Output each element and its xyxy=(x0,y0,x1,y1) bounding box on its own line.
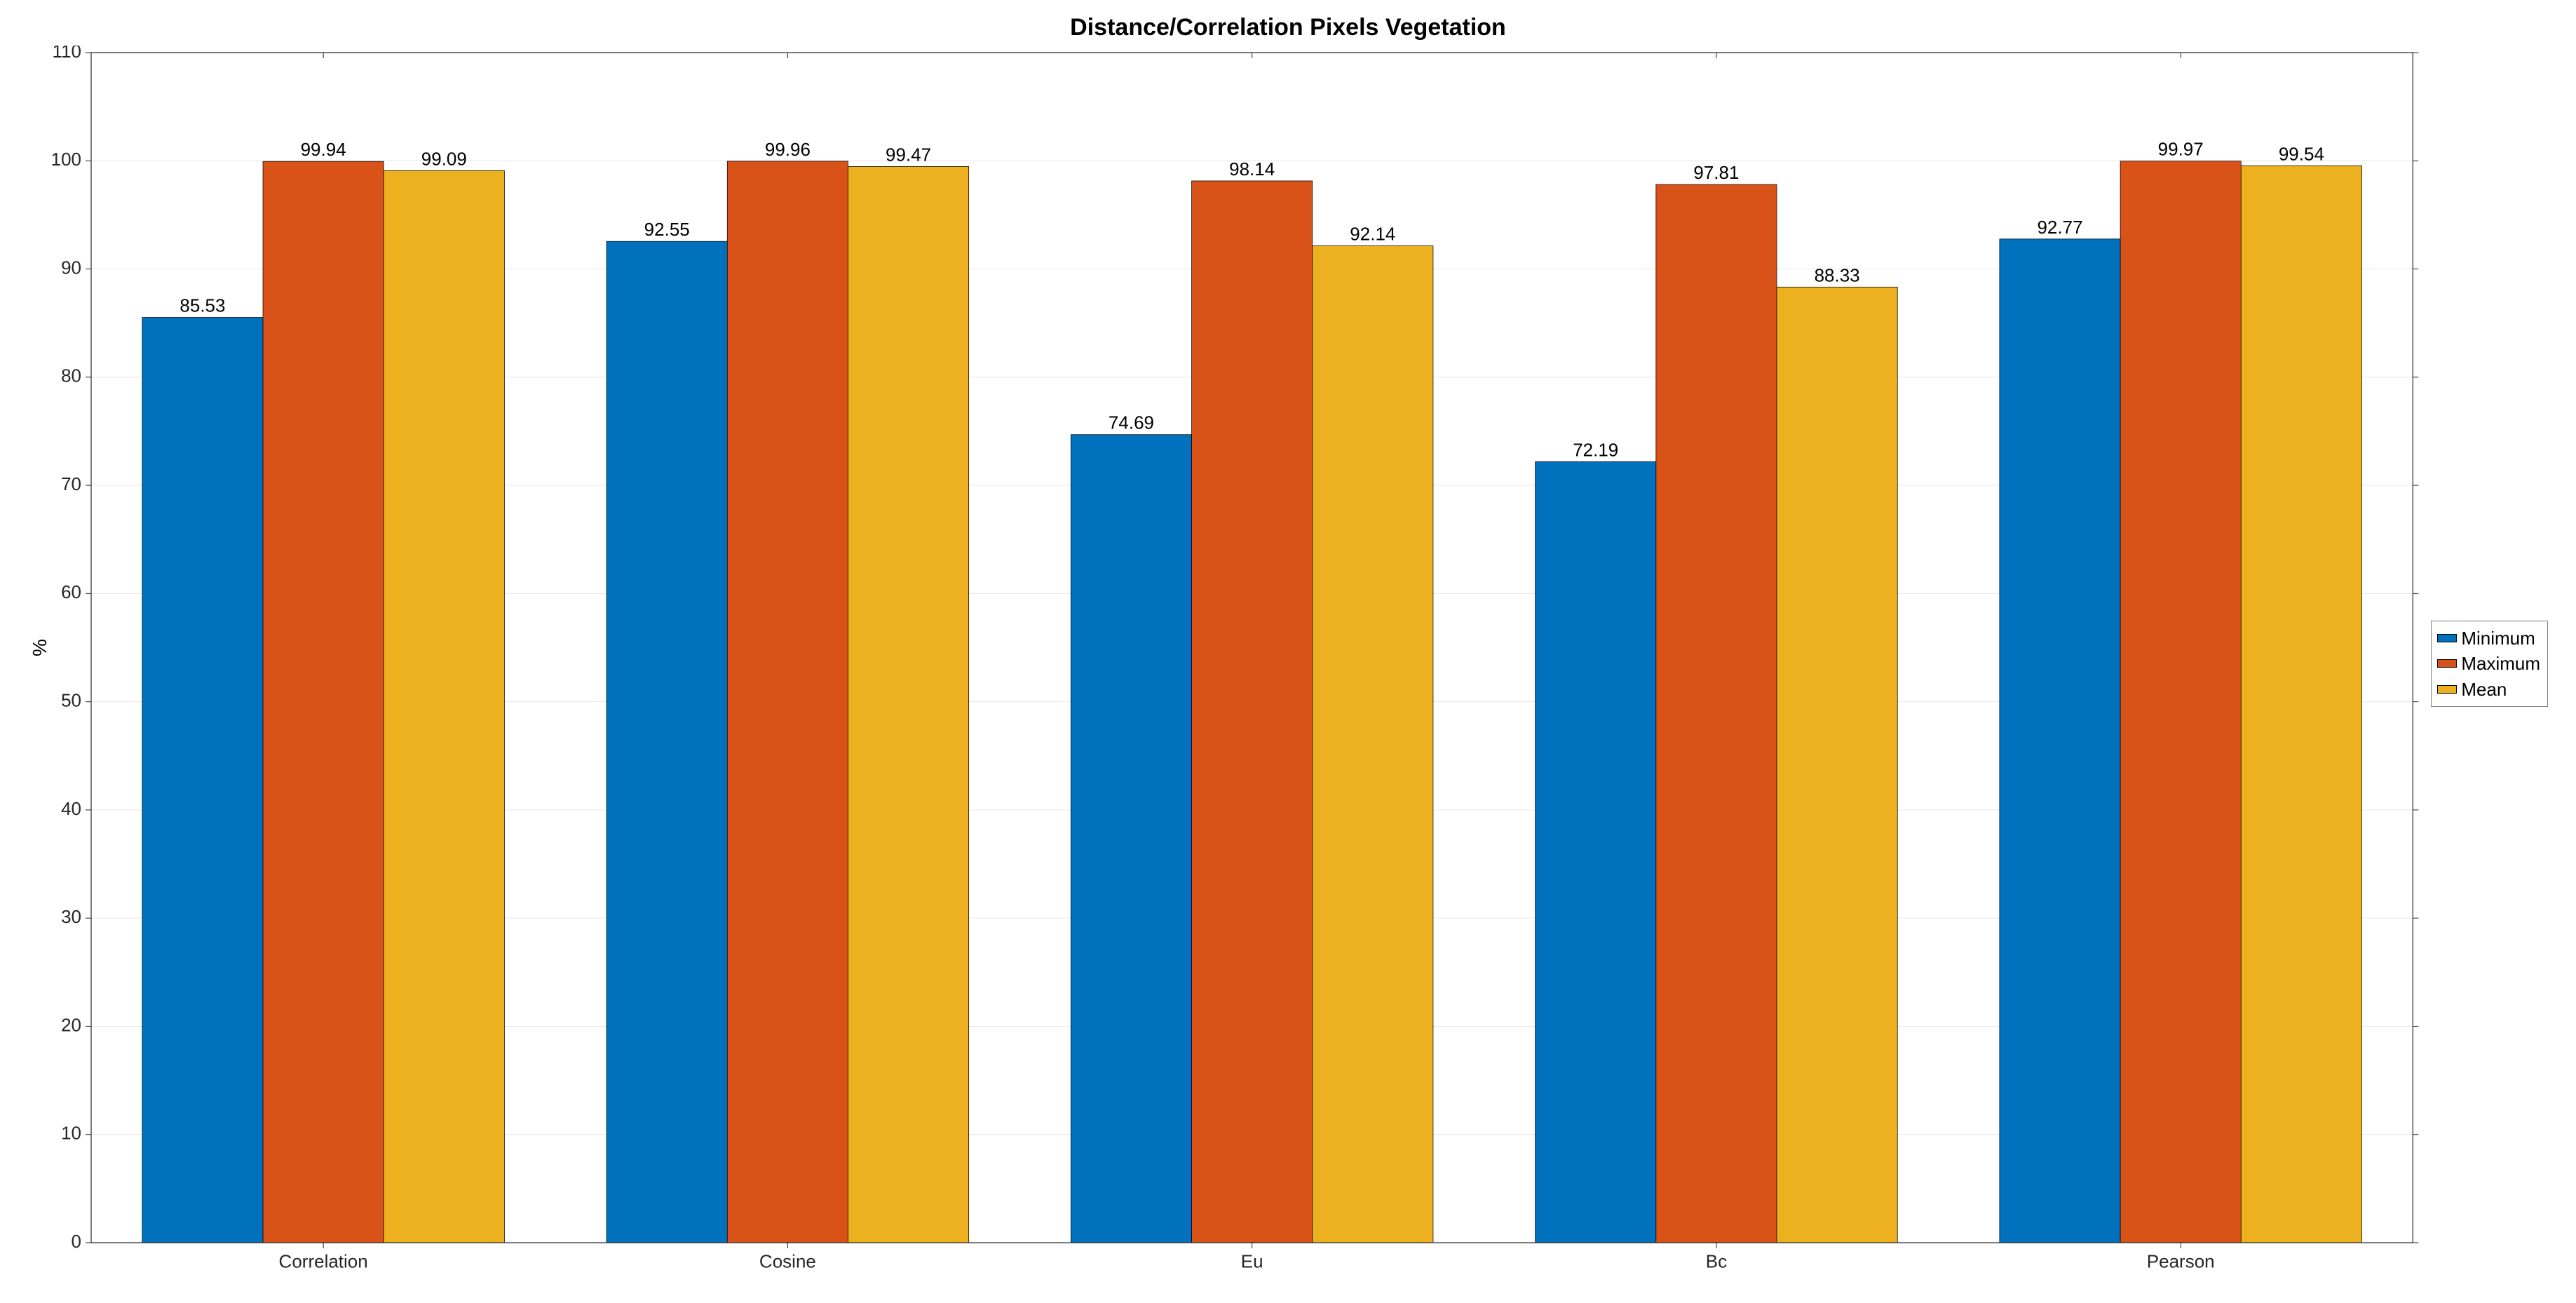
legend-item-maximum: Maximum xyxy=(2437,651,2540,676)
svg-text:50: 50 xyxy=(61,690,81,711)
bar-value-label: 92.14 xyxy=(1350,224,1395,245)
bar xyxy=(1192,181,1313,1243)
bar xyxy=(384,170,504,1243)
svg-text:80: 80 xyxy=(61,365,81,386)
legend-swatch-maximum xyxy=(2437,659,2457,668)
chart-container: Distance/Correlation Pixels Vegetation 0… xyxy=(0,0,2576,1303)
bar xyxy=(727,161,848,1243)
chart-svg: 0 10 20 30 40 50 60 70 80 90 100 110% 85.53 99.94 99.0… xyxy=(28,46,2422,1282)
legend-swatch-mean xyxy=(2437,685,2457,694)
bar xyxy=(606,241,727,1243)
bar-value-label: 97.81 xyxy=(1693,162,1739,183)
x-tick-label: Eu xyxy=(1241,1250,1263,1271)
svg-text:100: 100 xyxy=(51,149,81,170)
bar-value-label: 85.53 xyxy=(179,295,225,316)
legend-item-minimum: Minimum xyxy=(2437,626,2540,651)
bar-value-label: 99.47 xyxy=(886,144,931,165)
svg-text:0: 0 xyxy=(72,1231,81,1252)
chart-title: Distance/Correlation Pixels Vegetation xyxy=(28,14,2548,41)
bar-value-label: 72.19 xyxy=(1573,439,1618,460)
bar-value-label: 99.09 xyxy=(421,148,467,169)
legend-cell: MinimumMaximumMean xyxy=(2422,46,2548,1282)
bar xyxy=(2120,161,2241,1243)
x-tick-label: Pearson xyxy=(2147,1250,2215,1271)
bar xyxy=(1777,287,1897,1243)
bar xyxy=(848,166,968,1243)
bar-value-label: 92.55 xyxy=(644,219,690,240)
x-tick-label: Correlation xyxy=(279,1250,368,1271)
legend-label: Mean xyxy=(2461,677,2507,702)
x-tick-label: Cosine xyxy=(759,1250,816,1271)
svg-text:30: 30 xyxy=(61,906,81,927)
bar-value-label: 99.97 xyxy=(2158,139,2204,160)
bar xyxy=(142,318,263,1243)
bar-value-label: 88.33 xyxy=(1815,264,1860,285)
svg-text:90: 90 xyxy=(61,257,81,278)
bar-value-label: 74.69 xyxy=(1109,412,1154,433)
chart-plot-cell: 0 10 20 30 40 50 60 70 80 90 100 110% 85.53 99.94 99.0… xyxy=(28,46,2422,1282)
bar-value-label: 99.54 xyxy=(2279,143,2324,164)
bar xyxy=(2000,239,2120,1243)
bar xyxy=(2241,166,2361,1243)
legend-item-mean: Mean xyxy=(2437,677,2540,702)
bar-value-label: 99.96 xyxy=(765,139,811,160)
bar xyxy=(1656,184,1777,1243)
bar xyxy=(1313,246,1433,1243)
legend-swatch-minimum xyxy=(2437,634,2457,642)
x-tick-label: Bc xyxy=(1706,1250,1727,1271)
svg-text:40: 40 xyxy=(61,798,81,819)
legend-label: Minimum xyxy=(2461,626,2535,651)
bar-value-label: 92.77 xyxy=(2037,217,2082,238)
bar-value-label: 98.14 xyxy=(1229,158,1275,180)
legend-label: Maximum xyxy=(2461,651,2540,676)
legend-box: MinimumMaximumMean xyxy=(2431,621,2548,707)
y-axis-label: % xyxy=(29,639,50,656)
bar-value-label: 99.94 xyxy=(301,139,346,160)
chart-main-row: 0 10 20 30 40 50 60 70 80 90 100 110% 85.53 99.94 99.0… xyxy=(28,46,2548,1282)
svg-text:110: 110 xyxy=(53,46,81,62)
bar xyxy=(1071,435,1191,1243)
bar xyxy=(1536,461,1656,1243)
svg-text:10: 10 xyxy=(61,1123,81,1144)
svg-text:20: 20 xyxy=(61,1014,81,1035)
bar xyxy=(263,161,384,1243)
svg-text:60: 60 xyxy=(61,581,81,602)
svg-text:70: 70 xyxy=(61,473,81,494)
